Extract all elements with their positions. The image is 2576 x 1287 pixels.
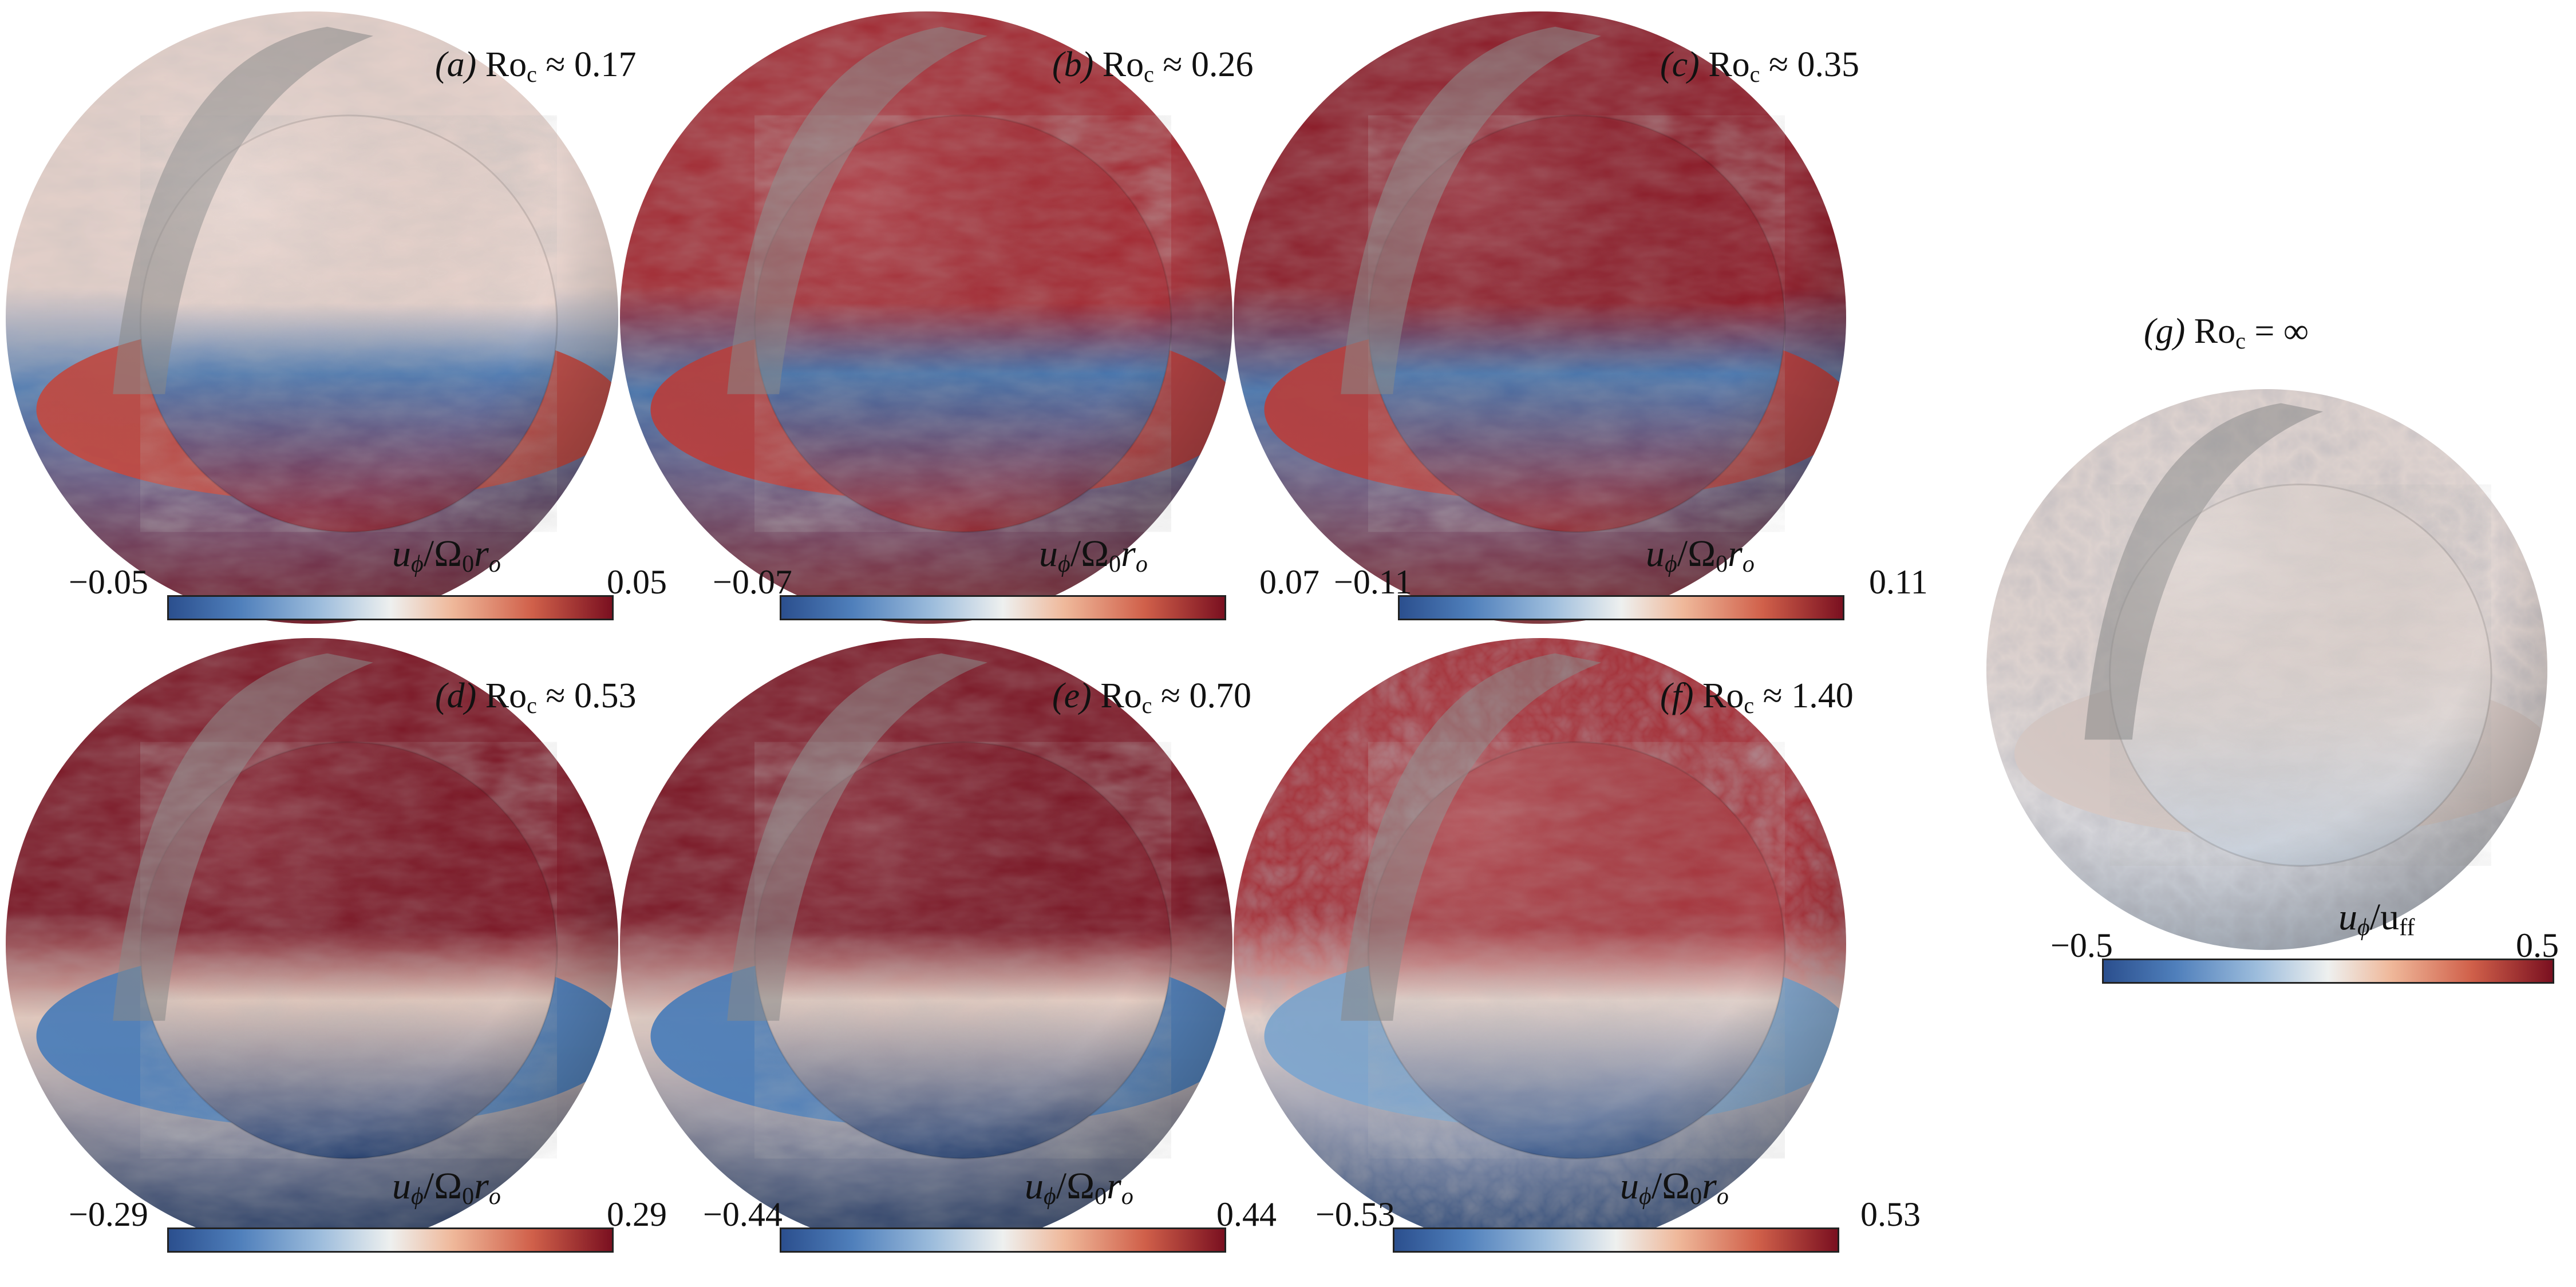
colorbar-f [1393,1227,1839,1253]
colorbar-min-f: −0.53 [1315,1195,1395,1233]
colorbar-a [167,595,614,620]
colorbar-c [1398,595,1844,620]
colorbar-min-c: −0.11 [1334,563,1412,601]
sphere-shading [1986,389,2547,950]
colorbar-max-b: 0.07 [1259,563,1319,601]
colorbar-b [780,595,1226,620]
sphere-shading [6,638,618,1250]
panel-g [1986,389,2547,950]
panel-label-g: (g) Roc = ∞ [2144,312,2309,354]
sphere-shading [620,638,1232,1250]
colorbar-title-e: uϕ/Ω0ro [1025,1165,1133,1210]
panel-c [1234,11,1846,624]
colorbar-max-f: 0.53 [1860,1195,1921,1233]
panel-label-e: (e) Roc ≈ 0.70 [1052,676,1251,718]
colorbar-min-d: −0.29 [69,1195,148,1233]
colorbar-min-a: −0.05 [69,563,148,601]
sphere-shading [1234,638,1846,1250]
colorbar-max-a: 0.05 [607,563,667,601]
panel-e [620,638,1232,1250]
colorbar-title-a: uϕ/Ω0ro [392,533,501,577]
colorbar-max-c: 0.11 [1869,563,1928,601]
sphere-shading [6,11,618,624]
colorbar-max-g: 0.5 [2516,926,2559,964]
colorbar-title-d: uϕ/Ω0ro [392,1165,501,1210]
colorbar-title-f: uϕ/Ω0ro [1620,1165,1729,1210]
colorbar-max-d: 0.29 [607,1195,667,1233]
colorbar-min-e: −0.44 [703,1195,783,1233]
colorbar-d [167,1227,614,1253]
panel-f [1234,638,1846,1250]
panel-label-a: (a) Roc ≈ 0.17 [435,45,637,87]
panel-label-d: (d) Roc ≈ 0.53 [435,676,637,718]
colorbar-max-e: 0.44 [1216,1195,1277,1233]
colorbar-title-b: uϕ/Ω0ro [1039,533,1148,577]
panel-label-f: (f) Roc ≈ 1.40 [1660,676,1854,718]
colorbar-g [2102,959,2554,984]
colorbar-title-g: uϕ/uff [2338,896,2415,941]
colorbar-title-c: uϕ/Ω0ro [1646,533,1755,577]
colorbar-e [780,1227,1226,1253]
panel-b [620,11,1232,624]
panel-d [6,638,618,1250]
colorbar-min-g: −0.5 [2050,926,2113,964]
colorbar-min-b: −0.07 [713,563,792,601]
panel-a [6,11,618,624]
panel-label-c: (c) Roc ≈ 0.35 [1660,45,1859,87]
sphere-shading [620,11,1232,624]
panel-label-b: (b) Roc ≈ 0.26 [1052,45,1254,87]
sphere-shading [1234,11,1846,624]
